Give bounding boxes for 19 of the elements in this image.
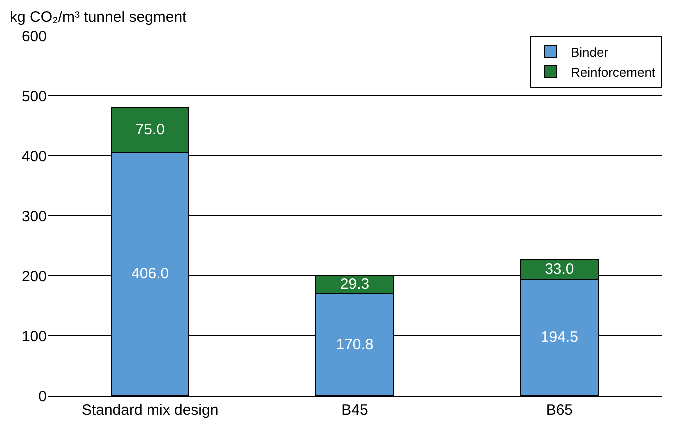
data-label: 29.3 — [340, 276, 370, 294]
y-axis-title: kg CO₂/m³ tunnel segment — [10, 9, 188, 26]
legend-label: Reinforcement — [571, 64, 656, 80]
y-tick-label: 600 — [22, 28, 47, 46]
x-tick-label: B45 — [342, 402, 368, 419]
y-tick-label: 200 — [22, 268, 47, 286]
data-label: 75.0 — [136, 121, 165, 138]
y-tick-label: 500 — [22, 88, 47, 106]
data-label: 194.5 — [540, 329, 578, 346]
x-tick-label: B65 — [546, 402, 574, 419]
y-tick-label: 0 — [38, 388, 47, 406]
x-tick-label: Standard mix design — [82, 402, 219, 419]
data-label: 170.8 — [336, 336, 374, 354]
y-tick-label: 100 — [22, 328, 47, 346]
y-tick-label: 300 — [22, 208, 47, 226]
data-label: 406.0 — [132, 266, 170, 283]
data-label: 33.0 — [545, 260, 574, 278]
legend-label: Binder — [571, 45, 610, 60]
y-tick-label: 400 — [22, 148, 47, 166]
